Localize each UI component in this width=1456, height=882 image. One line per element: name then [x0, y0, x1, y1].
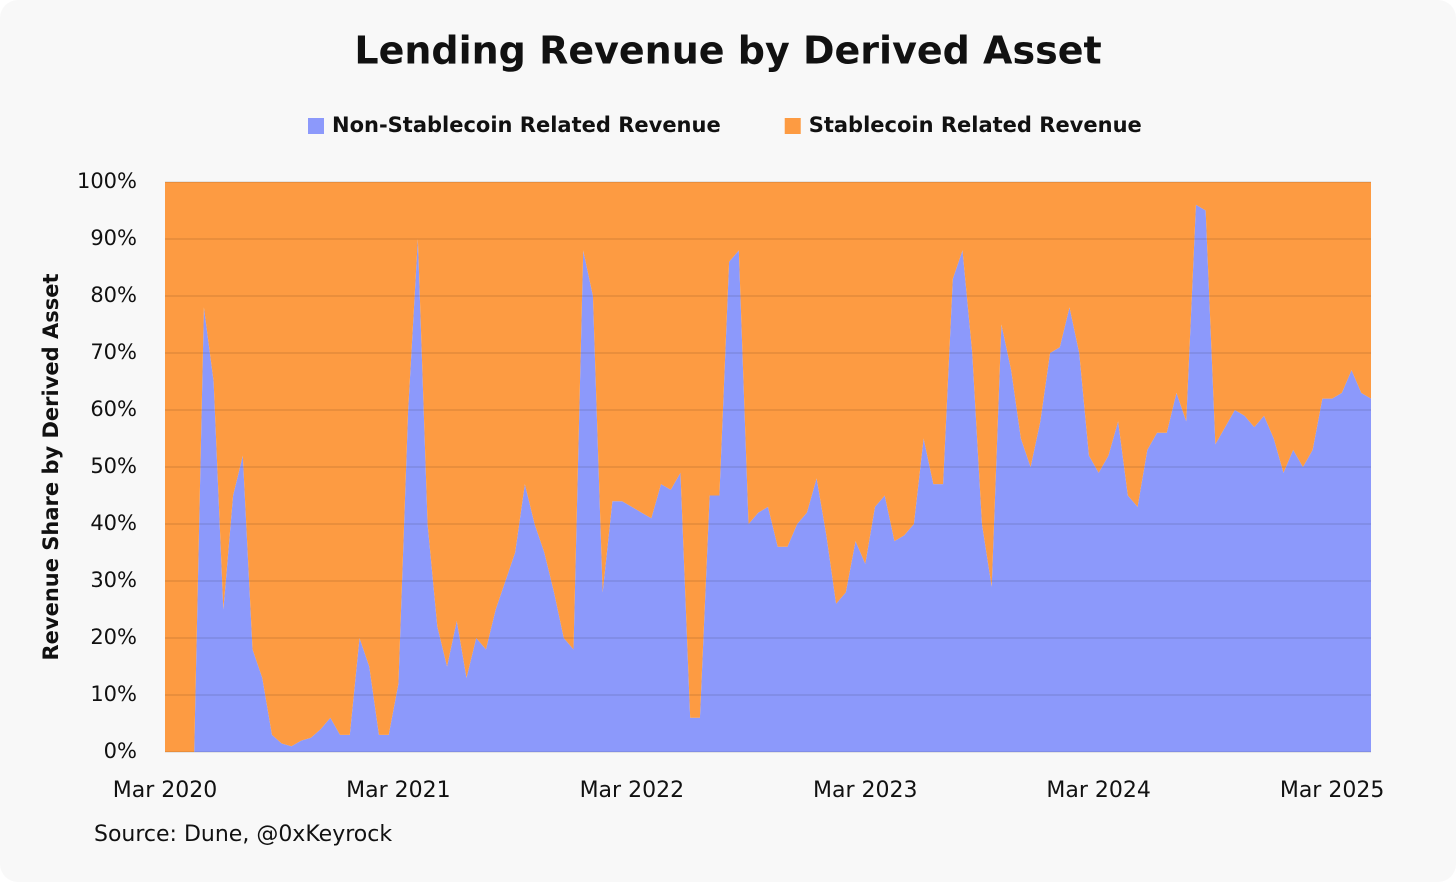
legend-label: Stablecoin Related Revenue: [809, 113, 1142, 137]
x-tick-label: Mar 2023: [813, 778, 918, 803]
area: [165, 204, 1371, 753]
y-tick-label: 10%: [90, 682, 137, 706]
y-tick-label: 40%: [90, 511, 137, 535]
chart-title: Lending Revenue by Derived Asset: [354, 29, 1101, 73]
legend-label: Non-Stablecoin Related Revenue: [332, 113, 721, 137]
x-tick-label: Mar 2024: [1046, 778, 1151, 803]
legend-swatch: [784, 118, 801, 134]
y-tick-label: 60%: [90, 397, 137, 421]
y-tick-label: 50%: [90, 454, 137, 478]
source: Source: Dune, @0xKeyrock: [94, 822, 392, 847]
x-tick-label: Mar 2025: [1280, 778, 1385, 803]
y-tick-label: 90%: [90, 226, 137, 250]
y-tick-label: 80%: [90, 283, 137, 307]
y-tick-label: 30%: [90, 568, 137, 592]
x-tick-label: Mar 2022: [580, 778, 685, 803]
y-tick-label: 70%: [90, 340, 137, 364]
x-tick-label: Mar 2021: [346, 778, 451, 803]
area: [165, 182, 1371, 752]
y-tick-label: 0%: [104, 739, 137, 763]
x-tick-label: Mar 2020: [113, 778, 218, 803]
y-axis-label: Revenue Share by Derived Asset: [39, 273, 63, 660]
legend-swatch: [308, 118, 324, 134]
y-tick-label: 20%: [90, 625, 137, 649]
y-tick-label: 100%: [77, 169, 137, 193]
